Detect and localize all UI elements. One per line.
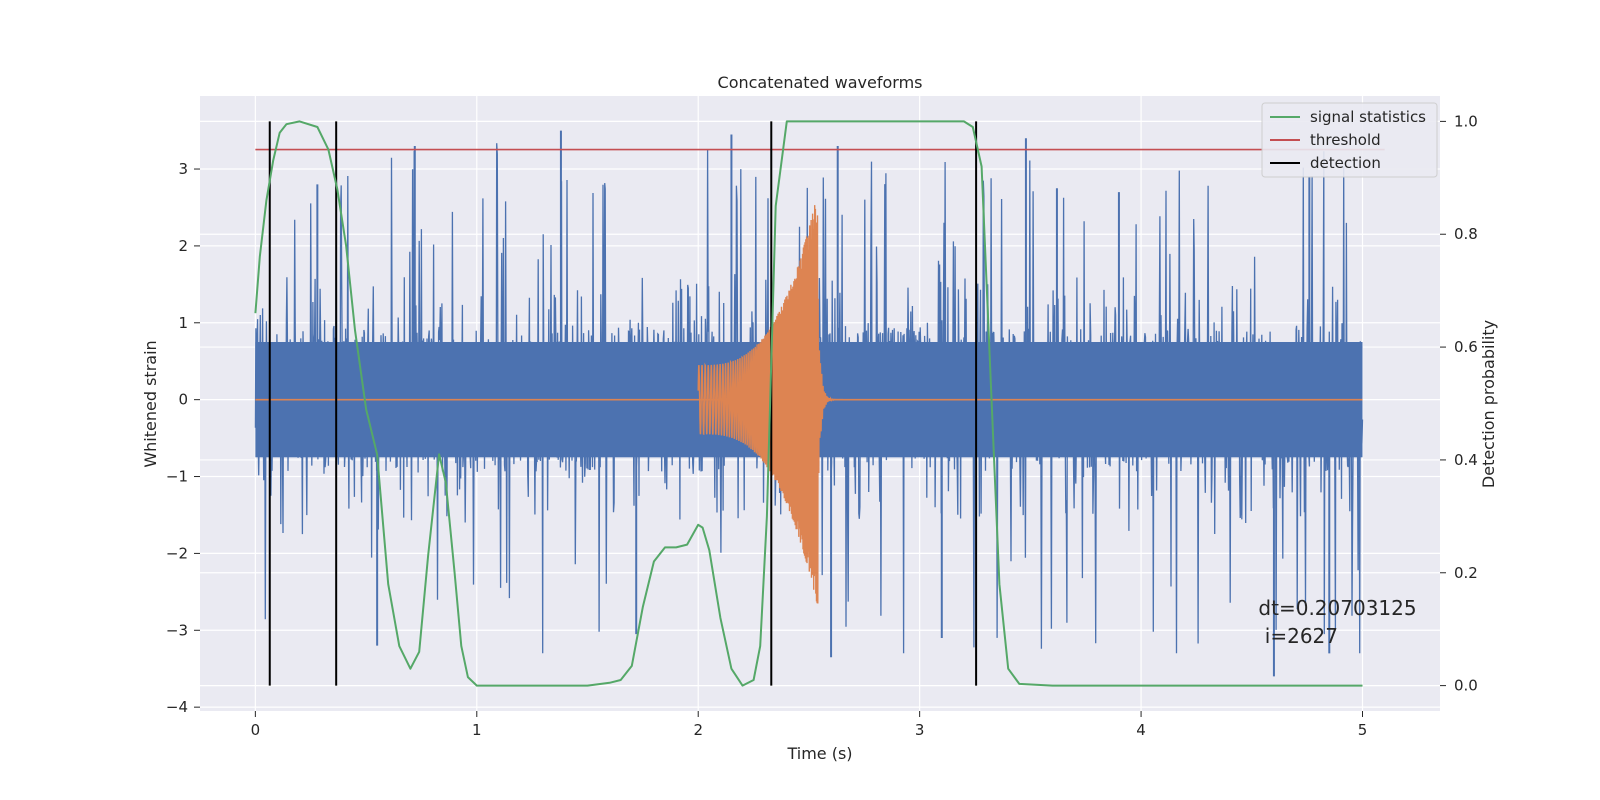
legend-box (1261, 102, 1438, 178)
axes: 0 1 2 3 4 5 3 2 1 0 −1 −2 −3 −4 1.0 0.8 0.6 0.4 0.2 0.0 (166, 112, 1478, 739)
x-tick-label-3: 3 (915, 721, 925, 739)
y-left-tick-label-7: −4 (166, 698, 188, 716)
legend: signal statistics threshold detection (1261, 102, 1438, 178)
y-left-tick-label-3: 0 (178, 391, 188, 409)
y-right-tick-label-4: 0.2 (1454, 564, 1478, 582)
y-right-tick-label-2: 0.6 (1454, 338, 1478, 356)
annotation-i: i=2627 (1258, 624, 1338, 648)
annotation-dt: dt=0.20703125 (1258, 596, 1416, 620)
y-left-tick-label-5: −2 (166, 544, 188, 562)
x-tick-label-0: 0 (251, 721, 261, 739)
y-left-tick-label-2: 1 (178, 314, 188, 332)
y-left-tick-label-1: 2 (178, 237, 188, 255)
y-right-tick-label-5: 0.0 (1454, 677, 1478, 695)
y-right-tick-label-0: 1.0 (1454, 112, 1478, 130)
y-axis-label-right: Detection probability (1479, 320, 1498, 488)
y-left-tick-label-6: −3 (166, 621, 188, 639)
y-axis-label-left: Whitened strain (141, 340, 160, 467)
y-left-tick-label-4: −1 (166, 468, 188, 486)
x-tick-label-4: 4 (1136, 721, 1146, 739)
x-tick-label-1: 1 (472, 721, 482, 739)
y-right-tick-label-3: 0.4 (1454, 451, 1478, 469)
probability-series (254, 120, 1385, 687)
legend-label-threshold: threshold (1310, 131, 1381, 149)
waveform-chirp (697, 205, 845, 604)
signal-statistics-line (254, 120, 1363, 687)
y-left-tick-label-0: 3 (178, 160, 188, 178)
chart-title: Concatenated waveforms (718, 73, 923, 92)
legend-label-signal-statistics: signal statistics (1310, 108, 1426, 126)
x-axis-label: Time (s) (786, 744, 852, 763)
y-right-tick-label-1: 0.8 (1454, 225, 1478, 243)
waveform-series (255, 205, 1363, 604)
x-tick-label-5: 5 (1358, 721, 1368, 739)
legend-label-detection: detection (1310, 154, 1381, 172)
x-tick-label-2: 2 (693, 721, 703, 739)
